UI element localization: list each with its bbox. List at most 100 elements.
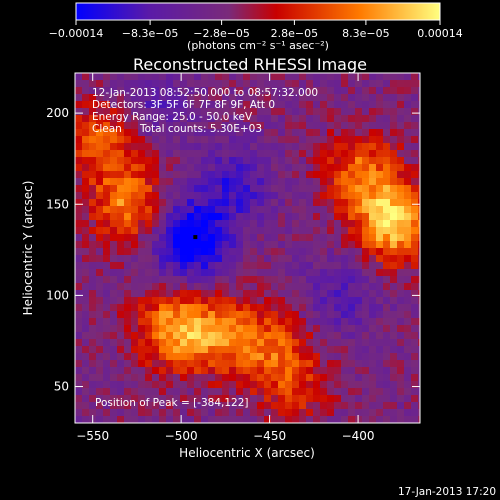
heatmap-cell xyxy=(138,311,145,318)
heatmap-cell xyxy=(383,185,390,192)
heatmap-cell xyxy=(292,269,299,276)
heatmap-cell xyxy=(243,164,250,171)
heatmap-cell xyxy=(390,360,397,367)
colorbar-tick-label: −0.00014 xyxy=(49,27,104,40)
heatmap-cell xyxy=(138,129,145,136)
heatmap-cell xyxy=(285,339,292,346)
heatmap-cell xyxy=(117,136,124,143)
heatmap-cell xyxy=(306,199,313,206)
heatmap-cell xyxy=(355,269,362,276)
heatmap-cell xyxy=(201,311,208,318)
heatmap-cell xyxy=(103,374,110,381)
heatmap-cell xyxy=(89,185,96,192)
heatmap-cell xyxy=(362,416,369,423)
heatmap-cell xyxy=(187,346,194,353)
heatmap-cell xyxy=(334,241,341,248)
heatmap-cell xyxy=(201,381,208,388)
heatmap-cell xyxy=(215,276,222,283)
heatmap-cell xyxy=(103,129,110,136)
heatmap-cell xyxy=(159,297,166,304)
heatmap-cell xyxy=(348,157,355,164)
heatmap-cell xyxy=(348,129,355,136)
heatmap-cell xyxy=(397,101,404,108)
heatmap-cell xyxy=(250,241,257,248)
heatmap-cell xyxy=(131,367,138,374)
heatmap-cell xyxy=(187,213,194,220)
heatmap-cell xyxy=(327,192,334,199)
heatmap-cell xyxy=(82,108,89,115)
heatmap-cell xyxy=(173,346,180,353)
heatmap-cell xyxy=(187,416,194,423)
heatmap-cell xyxy=(341,171,348,178)
heatmap-cell xyxy=(306,157,313,164)
heatmap-cell xyxy=(194,192,201,199)
heatmap-cell xyxy=(341,129,348,136)
heatmap-cell xyxy=(131,304,138,311)
heatmap-cell xyxy=(236,332,243,339)
heatmap-cell xyxy=(271,227,278,234)
heatmap-cell xyxy=(404,241,411,248)
heatmap-cell xyxy=(89,108,96,115)
heatmap-cell xyxy=(194,409,201,416)
heatmap-cell xyxy=(264,346,271,353)
heatmap-cell xyxy=(418,136,420,143)
heatmap-cell xyxy=(243,108,250,115)
heatmap-cell xyxy=(292,164,299,171)
heatmap-cell xyxy=(257,367,264,374)
heatmap-cell xyxy=(327,108,334,115)
heatmap-cell xyxy=(145,143,152,150)
heatmap-cell xyxy=(390,164,397,171)
heatmap-cell xyxy=(299,402,306,409)
heatmap-cell xyxy=(411,276,418,283)
heatmap-cell xyxy=(278,367,285,374)
heatmap-cell xyxy=(278,234,285,241)
heatmap-cell xyxy=(208,199,215,206)
heatmap-cell xyxy=(278,199,285,206)
heatmap-cell xyxy=(390,80,397,87)
heatmap-cell xyxy=(145,339,152,346)
heatmap-cell xyxy=(390,290,397,297)
heatmap-cell xyxy=(348,136,355,143)
heatmap-cell xyxy=(257,234,264,241)
heatmap-cell xyxy=(82,129,89,136)
heatmap-cell xyxy=(96,381,103,388)
heatmap-cell xyxy=(320,136,327,143)
heatmap-cell xyxy=(145,367,152,374)
heatmap-cell xyxy=(173,122,180,129)
heatmap-cell xyxy=(264,178,271,185)
heatmap-cell xyxy=(131,262,138,269)
heatmap-cell xyxy=(75,178,82,185)
heatmap-cell xyxy=(180,94,187,101)
heatmap-cell xyxy=(229,283,236,290)
heatmap-cell xyxy=(320,108,327,115)
heatmap-cell xyxy=(75,318,82,325)
heatmap-cell xyxy=(187,185,194,192)
heatmap-cell xyxy=(208,150,215,157)
heatmap-cell xyxy=(166,192,173,199)
heatmap-cell xyxy=(152,262,159,269)
heatmap-cell xyxy=(103,150,110,157)
heatmap-cell xyxy=(110,339,117,346)
heatmap-cell xyxy=(180,332,187,339)
heatmap-cell xyxy=(404,269,411,276)
heatmap-cell xyxy=(257,409,264,416)
heatmap-cell xyxy=(159,311,166,318)
heatmap-cell xyxy=(180,115,187,122)
heatmap-cell xyxy=(285,367,292,374)
heatmap-cell xyxy=(411,402,418,409)
heatmap-cell xyxy=(236,234,243,241)
heatmap-cell xyxy=(250,136,257,143)
heatmap-cell xyxy=(362,164,369,171)
heatmap-cell xyxy=(320,388,327,395)
heatmap-cell xyxy=(327,381,334,388)
heatmap-cell xyxy=(229,367,236,374)
heatmap-cell xyxy=(376,353,383,360)
heatmap-cell xyxy=(117,80,124,87)
heatmap-cell xyxy=(390,325,397,332)
heatmap-cell xyxy=(96,248,103,255)
heatmap-cell xyxy=(229,234,236,241)
heatmap-cell xyxy=(292,199,299,206)
heatmap-cell xyxy=(117,255,124,262)
heatmap-cell xyxy=(243,360,250,367)
heatmap-cell xyxy=(96,283,103,290)
